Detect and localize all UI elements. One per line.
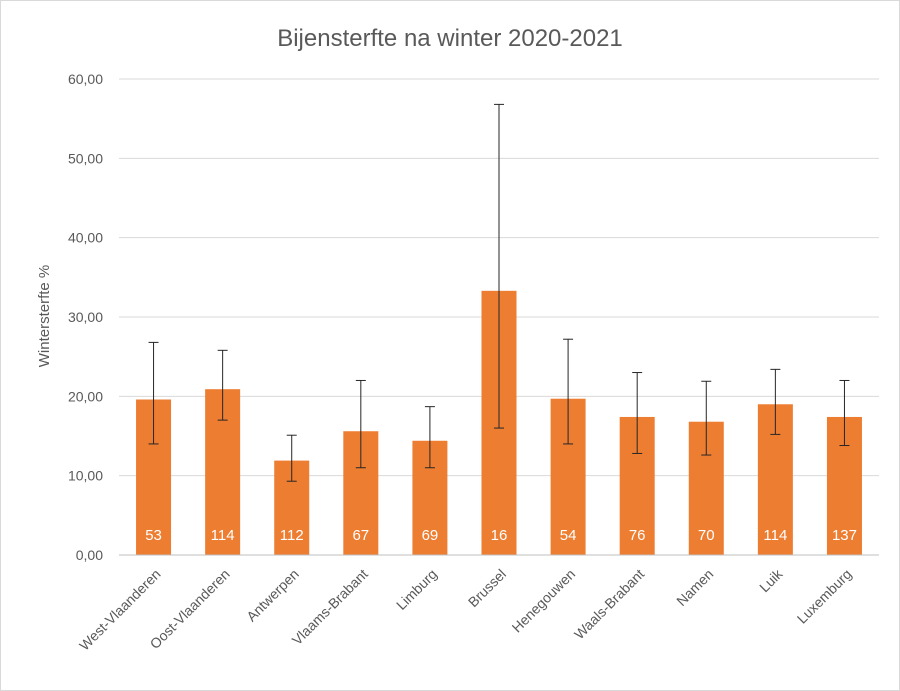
- x-tick-label: Henegouwen: [509, 566, 579, 636]
- y-tick-label: 20,00: [68, 388, 103, 404]
- y-tick-label: 60,00: [68, 71, 103, 87]
- y-tick-label: 0,00: [76, 547, 103, 563]
- data-label: 69: [422, 527, 439, 544]
- x-tick-label: Antwerpen: [243, 566, 302, 625]
- y-tick-label: 50,00: [68, 150, 103, 166]
- x-tick-label: Namen: [673, 566, 716, 609]
- data-label: 137: [832, 527, 857, 544]
- y-tick-label: 10,00: [68, 468, 103, 484]
- x-tick-label: Luxemburg: [794, 566, 855, 627]
- data-labels: 53 114 112 67 69 16 54 76 70 114 137: [145, 527, 857, 544]
- x-tick-label: Brussel: [465, 566, 509, 610]
- y-axis-ticks: 0,00 10,00 20,00 30,00 40,00 50,00 60,00: [68, 71, 103, 563]
- data-label: 114: [211, 527, 235, 544]
- y-tick-label: 40,00: [68, 230, 103, 246]
- error-bars: [148, 103, 850, 482]
- data-label: 16: [491, 527, 508, 544]
- data-label: 67: [352, 527, 369, 544]
- data-label: 53: [145, 527, 162, 544]
- data-label: 112: [280, 527, 304, 544]
- data-label: 54: [560, 527, 577, 544]
- x-tick-label: Limburg: [393, 566, 440, 613]
- x-tick-label: Vlaams-Brabant: [289, 566, 371, 648]
- x-tick-label: Waals-Brabant: [571, 566, 647, 642]
- bars: [136, 290, 862, 555]
- data-label: 114: [763, 527, 787, 544]
- data-label: 76: [629, 527, 646, 544]
- y-axis-label: Wintersterfte %: [36, 265, 53, 368]
- y-tick-label: 30,00: [68, 309, 103, 325]
- data-label: 70: [698, 527, 715, 544]
- chart-title: Bijensterfte na winter 2020-2021: [277, 25, 623, 52]
- x-tick-label: Luik: [756, 565, 786, 595]
